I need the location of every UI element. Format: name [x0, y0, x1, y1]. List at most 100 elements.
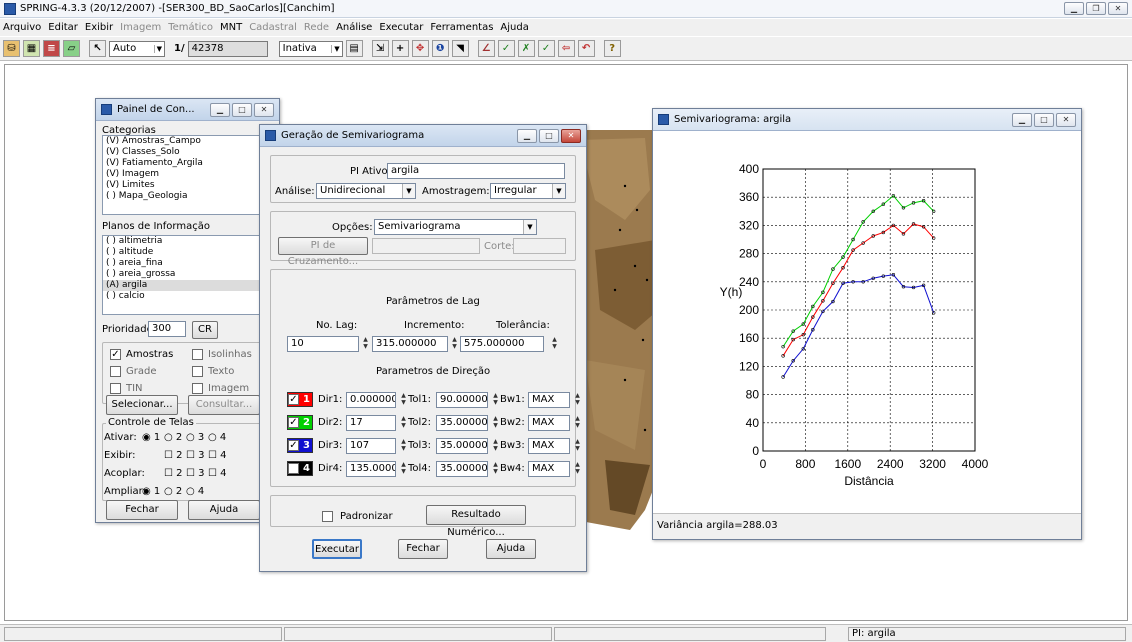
planos-list[interactable]: ( ) altimetria( ) altitude( ) areia_fina…: [102, 235, 277, 315]
back-arrow-icon[interactable]: ⇦: [557, 40, 575, 57]
consultar-button[interactable]: Consultar...: [188, 395, 260, 415]
incremento-spinner[interactable]: ▲ ▼: [452, 336, 457, 350]
menu-analise[interactable]: Análise: [336, 22, 373, 33]
menu-executar[interactable]: Executar: [379, 22, 424, 33]
maximize-button[interactable]: □: [539, 129, 559, 143]
tela-option-2[interactable]: ☐ 2: [164, 468, 183, 479]
nolag-field[interactable]: 10: [287, 336, 359, 352]
cr-button[interactable]: CR: [192, 321, 218, 339]
layers-icon[interactable]: ≡: [43, 40, 60, 57]
categoria-item[interactable]: (V) Imagem: [106, 169, 159, 179]
zoom-in-icon[interactable]: +: [391, 40, 409, 57]
menu-arquivo[interactable]: Arquivo: [3, 22, 42, 33]
tela-option-1[interactable]: ◉ 1: [142, 486, 161, 497]
check-grade[interactable]: [110, 366, 121, 377]
tol-spinner[interactable]: ▲ ▼: [493, 415, 498, 429]
analise-select[interactable]: Unidirecional ▼: [316, 183, 416, 199]
selecionar-button[interactable]: Selecionar...: [106, 395, 178, 415]
bw-field[interactable]: MAX: [528, 438, 570, 454]
tol-spinner[interactable]: ▲ ▼: [493, 461, 498, 475]
edit-node-icon[interactable]: ✓: [497, 40, 515, 57]
opcoes-select[interactable]: Semivariograma ▼: [374, 219, 537, 235]
check-texto[interactable]: [192, 366, 203, 377]
minimize-button[interactable]: ▁: [517, 129, 537, 143]
menu-exibir[interactable]: Exibir: [84, 22, 114, 33]
padronizar-checkbox[interactable]: [322, 511, 333, 522]
bw-spinner[interactable]: ▲ ▼: [575, 461, 580, 475]
check-imagem[interactable]: [192, 383, 203, 394]
ajuda-button[interactable]: Ajuda: [486, 539, 536, 559]
nolag-spinner[interactable]: ▲ ▼: [363, 336, 368, 350]
categoria-item[interactable]: (V) Classes_Solo: [106, 147, 180, 157]
tela-option-2[interactable]: ○ 2: [164, 432, 183, 443]
maximize-button[interactable]: □: [232, 103, 252, 117]
dir-spinner[interactable]: ▲ ▼: [401, 438, 406, 452]
tolerancia-spinner[interactable]: ▲ ▼: [552, 336, 557, 350]
mode-select[interactable]: Inativa ▼: [278, 40, 343, 57]
executar-button[interactable]: Executar: [312, 539, 362, 559]
menu-cadastral[interactable]: Cadastral: [249, 22, 297, 33]
categorias-list[interactable]: (V) Amostras_Campo (V) Classes_Solo (V) Fa…: [102, 135, 277, 215]
categoria-item[interactable]: (V) Limites: [106, 180, 155, 190]
help-icon[interactable]: ?: [603, 40, 621, 57]
project-icon[interactable]: ▦: [23, 40, 40, 57]
cursor-info-icon[interactable]: ◥: [451, 40, 469, 57]
fechar-button[interactable]: Fechar: [398, 539, 448, 559]
dir-checkbox[interactable]: [288, 463, 299, 474]
grid-tool-icon[interactable]: ▤: [345, 40, 363, 57]
dir-spinner[interactable]: ▲ ▼: [401, 392, 406, 406]
amostragem-select[interactable]: Irregular ▼: [490, 183, 566, 199]
menu-ajuda[interactable]: Ajuda: [500, 22, 529, 33]
check-isolinhas[interactable]: [192, 349, 203, 360]
incremento-field[interactable]: 315.000000: [372, 336, 448, 352]
bw-spinner[interactable]: ▲ ▼: [575, 415, 580, 429]
menu-editar[interactable]: Editar: [48, 22, 78, 33]
zoom-mode-select[interactable]: Auto ▼: [109, 40, 165, 57]
menu-tematico[interactable]: Temático: [168, 22, 213, 33]
plano-item[interactable]: ( ) areia_grossa: [106, 269, 176, 279]
tela-option-1[interactable]: ◉ 1: [142, 432, 161, 443]
plano-item[interactable]: ( ) altitude: [106, 247, 154, 257]
bw-spinner[interactable]: ▲ ▼: [575, 392, 580, 406]
tela-option-2[interactable]: ☐ 2: [164, 450, 183, 461]
dir-field[interactable]: 135.0000: [346, 461, 396, 477]
restore-button[interactable]: ❐: [1086, 2, 1106, 15]
dir-field[interactable]: 0.000000: [346, 392, 396, 408]
pi-cruzamento-button[interactable]: PI de Cruzamento...: [278, 237, 368, 267]
scale-field[interactable]: 42378: [187, 40, 268, 57]
draw-icon[interactable]: ▱: [63, 40, 80, 57]
check-tin[interactable]: [110, 383, 121, 394]
dir-checkbox[interactable]: ✓: [288, 440, 299, 451]
tol-spinner[interactable]: ▲ ▼: [493, 438, 498, 452]
tela-option-3[interactable]: ☐ 3: [186, 468, 205, 479]
tela-option-3[interactable]: ☐ 3: [186, 450, 205, 461]
tela-option-4[interactable]: ☐ 4: [208, 468, 227, 479]
tela-option-4[interactable]: ○ 4: [186, 486, 205, 497]
zoom-pointer-icon[interactable]: ✥: [411, 40, 429, 57]
prioridade-field[interactable]: 300: [148, 321, 186, 337]
edit-delete-icon[interactable]: ✓: [537, 40, 555, 57]
pi-ativo-field[interactable]: argila: [387, 163, 565, 179]
menu-ferramentas[interactable]: Ferramentas: [430, 22, 494, 33]
fechar-button[interactable]: Fechar: [106, 500, 178, 520]
edit-line-icon[interactable]: ∠: [477, 40, 495, 57]
tela-option-2[interactable]: ○ 2: [164, 486, 183, 497]
menu-rede[interactable]: Rede: [303, 22, 330, 33]
cursor-mode-icon[interactable]: ↖: [89, 40, 106, 57]
tol-field[interactable]: 35.000000: [436, 438, 488, 454]
pan-icon[interactable]: ⇲: [371, 40, 389, 57]
menu-imagem[interactable]: Imagem: [120, 22, 162, 33]
plano-item[interactable]: ( ) areia_fina: [106, 258, 163, 268]
minimize-button[interactable]: ▁: [210, 103, 230, 117]
menu-mnt[interactable]: MNT: [219, 22, 243, 33]
minimize-button[interactable]: ▁: [1012, 113, 1032, 127]
close-button[interactable]: ✕: [254, 103, 274, 117]
tela-option-4[interactable]: ○ 4: [208, 432, 227, 443]
tol-field[interactable]: 35.000000: [436, 461, 488, 477]
bw-field[interactable]: MAX: [528, 461, 570, 477]
info-icon[interactable]: ❶: [431, 40, 449, 57]
resultado-numerico-button[interactable]: Resultado Numérico...: [426, 505, 526, 538]
close-button[interactable]: ✕: [561, 129, 581, 143]
dir-checkbox[interactable]: ✓: [288, 394, 299, 405]
dir-field[interactable]: 17: [346, 415, 396, 431]
